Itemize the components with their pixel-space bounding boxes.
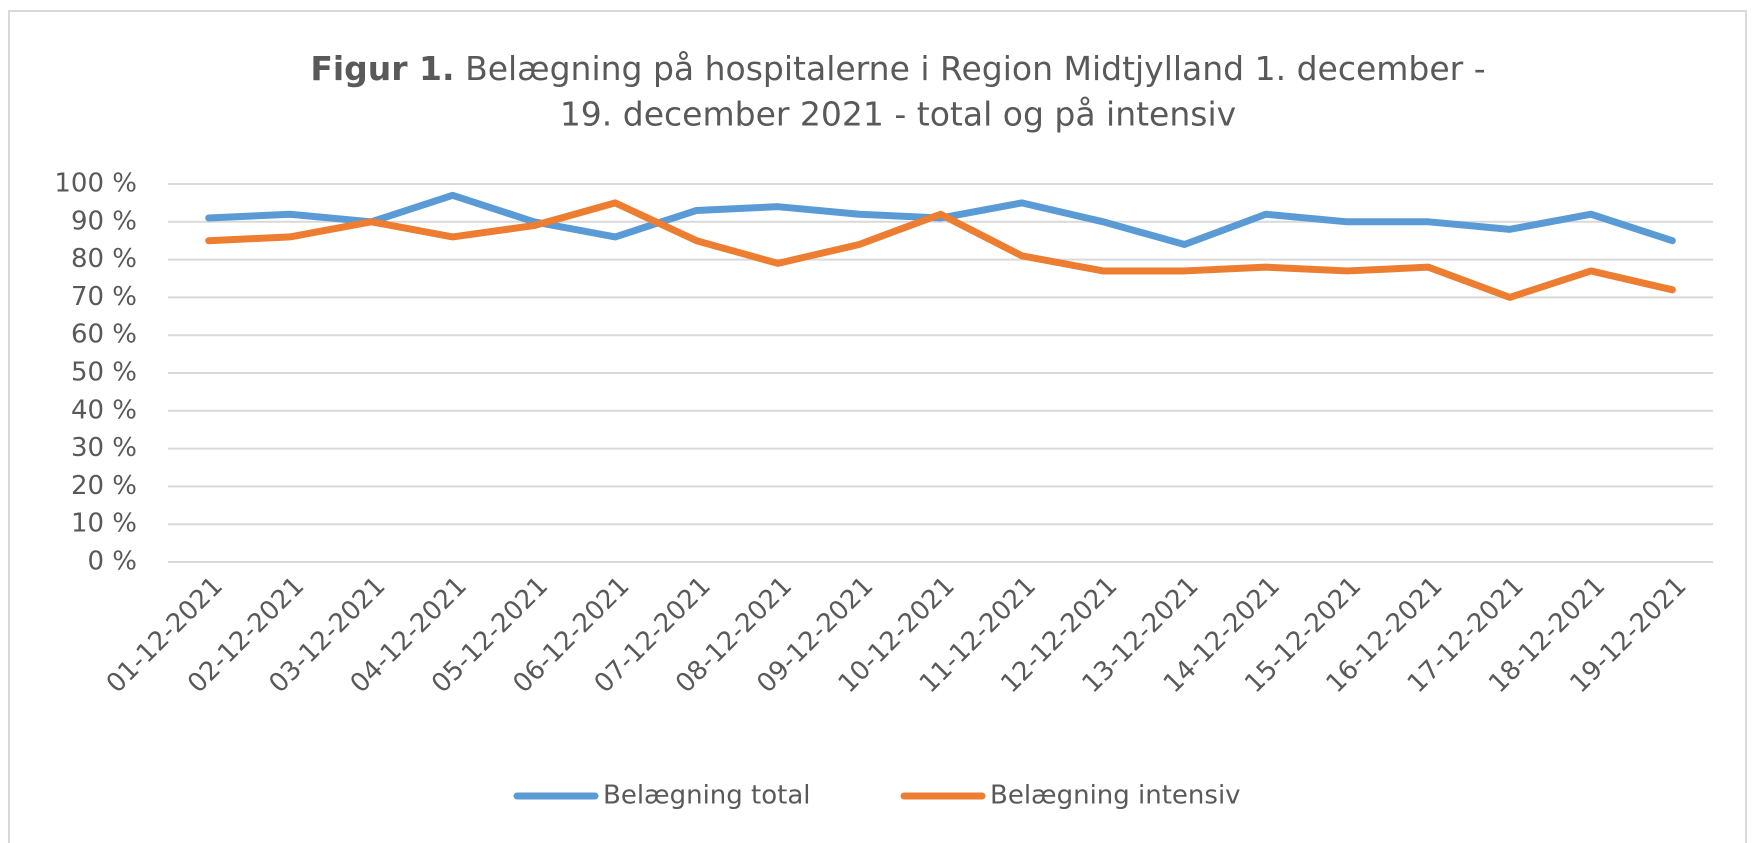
y-tick-label: 20 %	[71, 471, 137, 501]
title-line: Belægning på hospitalerne i Region Midtj…	[465, 49, 1486, 88]
y-tick-label: 50 %	[71, 358, 137, 388]
legend-label: Belægning intensiv	[990, 781, 1241, 811]
y-tick-label: 30 %	[71, 433, 137, 463]
y-tick-label: 80 %	[71, 244, 137, 274]
y-tick-label: 40 %	[71, 395, 137, 425]
legend-label: Belægning total	[603, 781, 811, 811]
chart-border	[8, 10, 1747, 843]
y-tick-label: 90 %	[71, 206, 137, 236]
title-line: 19. december 2021 - total og på intensiv	[560, 95, 1236, 134]
title-bold: Figur 1.	[310, 49, 454, 88]
y-tick-label: 70 %	[71, 282, 137, 312]
chart-title: Figur 1. Belægning på hospitalerne i Reg…	[310, 49, 1485, 88]
y-tick-label: 100 %	[54, 169, 137, 199]
y-tick-label: 60 %	[71, 320, 137, 350]
y-tick-label: 0 %	[87, 547, 137, 577]
series-line	[205, 199, 1676, 301]
y-tick-label: 10 %	[71, 509, 137, 539]
